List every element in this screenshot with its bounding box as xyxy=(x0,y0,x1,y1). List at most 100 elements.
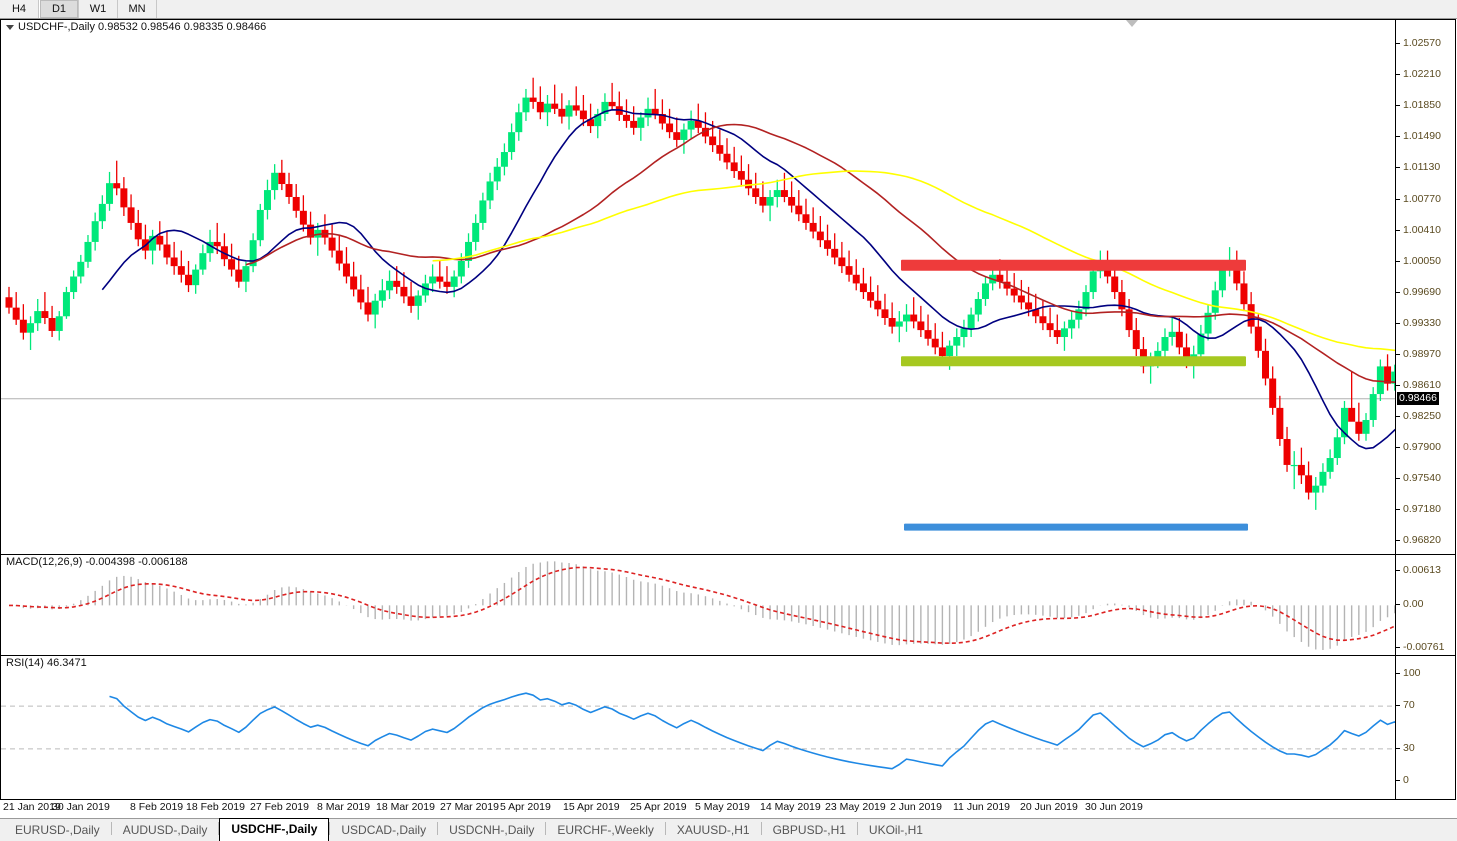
date-axis[interactable]: 21 Jan 2019 30 Jan 2019 8 Feb 2019 18 Feb 2… xyxy=(0,800,1457,818)
candlestick xyxy=(163,231,171,265)
candlestick xyxy=(12,292,20,325)
rsi-scale[interactable]: 100 70 30 0 xyxy=(1395,656,1455,799)
candlestick xyxy=(536,86,544,120)
candlestick xyxy=(1075,300,1083,329)
candlestick xyxy=(572,86,580,116)
toolbar-spacer xyxy=(157,0,1457,18)
candlestick xyxy=(199,244,207,275)
candlestick xyxy=(737,155,745,187)
candlestick xyxy=(1340,400,1348,445)
candlestick xyxy=(1204,304,1212,341)
candlestick xyxy=(350,261,358,297)
chart-tab-gbpusdh1[interactable]: GBPUSD-,H1 xyxy=(772,823,846,837)
chart-tab-eurchfweekly[interactable]: EURCHF-,Weekly xyxy=(557,823,654,837)
date-tick-label: 18 Feb 2019 xyxy=(186,801,245,813)
macd-pane[interactable]: MACD(12,26,9) -0.004398 -0.006188 xyxy=(1,555,1396,656)
candlestick xyxy=(1276,395,1284,446)
collapse-triangle-icon[interactable] xyxy=(6,24,14,30)
tick-mark xyxy=(1396,43,1400,44)
level-line-support[interactable] xyxy=(904,523,1248,531)
candlestick xyxy=(903,304,910,332)
candlestick xyxy=(429,264,437,293)
candlestick xyxy=(1139,337,1147,374)
candlestick xyxy=(1168,316,1176,346)
level-line-resistance[interactable] xyxy=(901,259,1246,271)
candlestick xyxy=(680,123,688,154)
candlestick xyxy=(84,235,92,268)
price-tick-label: 1.00410 xyxy=(1403,223,1441,236)
rsi-tick-label: 100 xyxy=(1403,667,1421,679)
chart-tab-audusddaily[interactable]: AUDUSD-,Daily xyxy=(122,823,208,837)
timeframe-button-h4[interactable]: H4 xyxy=(0,0,39,18)
date-tick-label: 11 Jun 2019 xyxy=(953,801,1011,813)
tick-mark xyxy=(1396,74,1400,76)
candlestick xyxy=(1290,451,1298,490)
candlestick xyxy=(867,276,875,308)
candlestick xyxy=(1240,271,1248,312)
candlestick xyxy=(285,172,293,204)
timeframe-button-mn[interactable]: MN xyxy=(118,0,157,18)
tick-mark xyxy=(1396,260,1400,262)
rsi-pane[interactable]: RSI(14) 46.3471 xyxy=(1,656,1396,799)
candlestick xyxy=(558,93,566,124)
chart-tab-eurusddaily[interactable]: EURUSD-,Daily xyxy=(15,823,100,837)
tick-mark xyxy=(1396,291,1400,293)
date-tick-label: 8 Feb 2019 xyxy=(130,801,184,813)
chart-tab-usdcaddaily[interactable]: USDCAD-,Daily xyxy=(341,823,427,837)
candlestick xyxy=(766,190,774,222)
candlestick xyxy=(486,172,494,210)
candlestick xyxy=(960,319,968,348)
rsi-label: RSI(14) 46.3471 xyxy=(5,657,88,669)
level-line-midline[interactable] xyxy=(901,356,1246,367)
candlestick xyxy=(263,179,271,220)
candlestick xyxy=(838,241,846,274)
timeframe-button-w1[interactable]: W1 xyxy=(79,0,118,18)
candlestick xyxy=(386,270,394,299)
chart-tab-usdchfdaily[interactable]: USDCHF-,Daily xyxy=(219,818,330,841)
candlestick xyxy=(1348,371,1356,422)
tab-separator xyxy=(545,821,547,835)
tab-separator xyxy=(856,821,858,835)
tab-separator xyxy=(218,821,220,835)
candlestick xyxy=(544,94,551,127)
date-tick-label: 25 Apr 2019 xyxy=(630,801,687,813)
chart-tab-usdcnhdaily[interactable]: USDCNH-,Daily xyxy=(449,823,535,837)
chart-tab-xauusdh1[interactable]: XAUUSD-,H1 xyxy=(676,823,750,837)
macd-scale[interactable]: 0.00613 0.00 -0.00761 xyxy=(1395,555,1455,656)
price-tick-label: 0.99330 xyxy=(1403,317,1441,330)
candlestick xyxy=(701,112,709,144)
candlestick xyxy=(788,181,796,213)
candlestick xyxy=(436,260,444,289)
candlestick xyxy=(551,84,559,115)
candlestick xyxy=(601,93,609,121)
candlestick xyxy=(888,302,896,334)
candlestick xyxy=(98,195,106,229)
date-tick-label: 20 Jun 2019 xyxy=(1020,801,1078,813)
tick-mark xyxy=(1396,416,1400,418)
candlestick xyxy=(170,241,178,275)
candlestick xyxy=(48,305,56,338)
chart-tabbar[interactable]: EURUSD-,Daily AUDUSD-,Daily USDCHF-,Daily U… xyxy=(0,818,1457,841)
candlestick xyxy=(465,233,473,268)
candlestick xyxy=(515,103,523,141)
price-scale[interactable]: 1.02570 1.02210 1.01850 1.01490 1.01130 1.007… xyxy=(1395,20,1455,555)
candlestick xyxy=(852,259,860,291)
candlestick xyxy=(1369,387,1377,427)
price-tick-label: 0.96820 xyxy=(1403,534,1441,546)
candlestick xyxy=(1384,354,1392,391)
candlestick xyxy=(673,117,681,147)
candlestick xyxy=(644,97,652,127)
timeframe-button-d1[interactable]: D1 xyxy=(39,0,79,18)
price-tick-label: 1.02210 xyxy=(1403,68,1441,81)
candlestick xyxy=(615,91,623,121)
candlestick xyxy=(723,138,731,170)
candlestick xyxy=(34,298,42,331)
tick-mark xyxy=(1396,105,1400,107)
candlestick xyxy=(924,314,932,346)
date-tick-label: 30 Jun 2019 xyxy=(1085,801,1143,813)
candlestick xyxy=(1262,338,1269,386)
candlestick xyxy=(1032,293,1040,324)
price-pane[interactable]: USDCHF-,Daily 0.98532 0.98546 0.98335 0.… xyxy=(1,20,1396,555)
chart-tab-ukoilh1[interactable]: UKOil-,H1 xyxy=(868,823,923,837)
candlestick xyxy=(529,77,537,109)
